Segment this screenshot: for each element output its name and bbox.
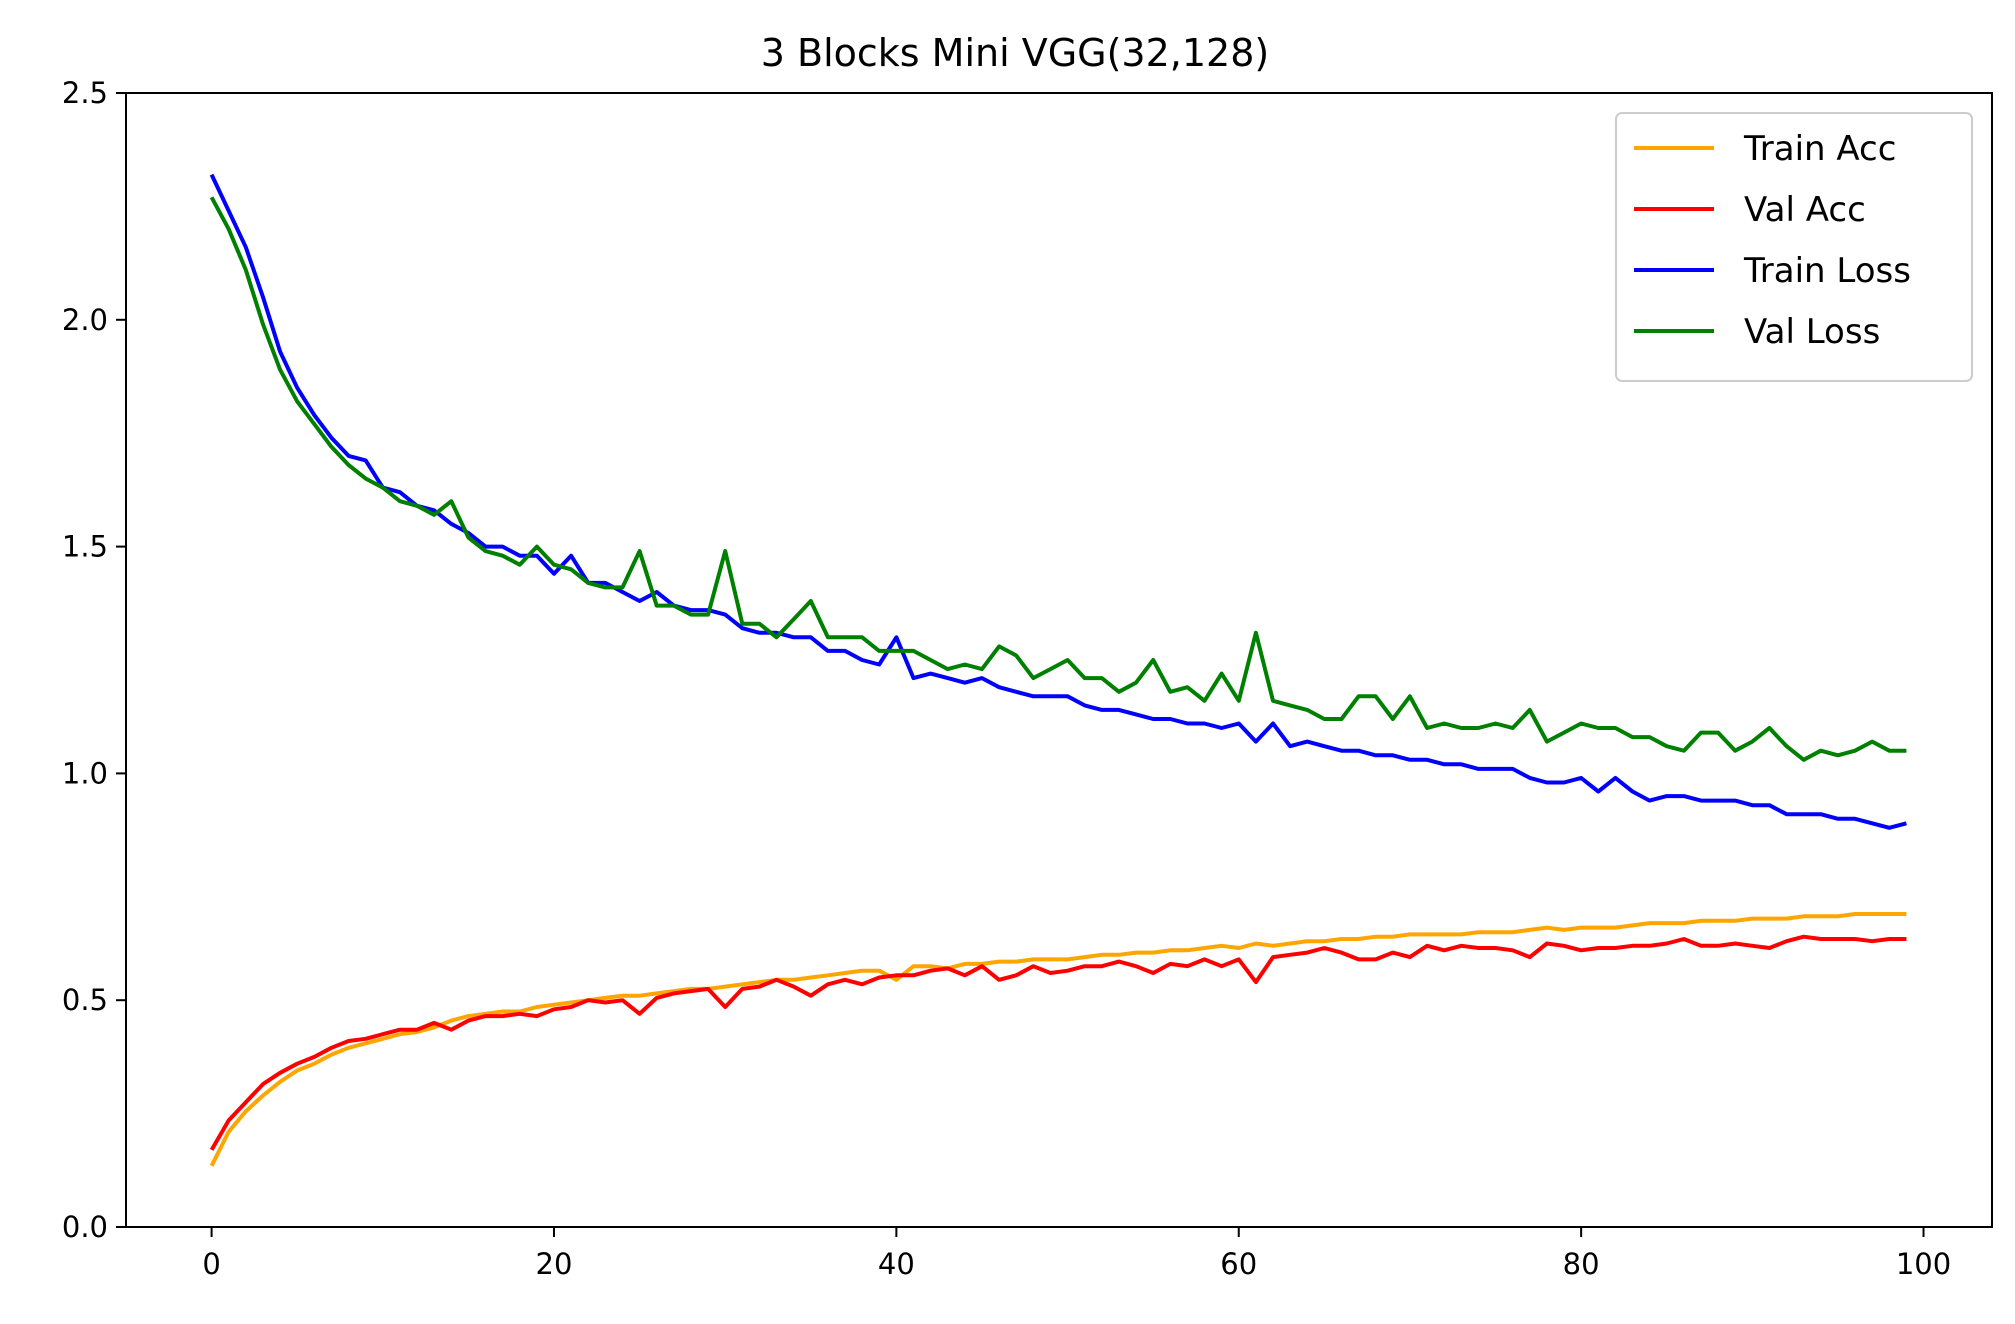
series-layer (209, 173, 1907, 1167)
series-line-val-acc (209, 934, 1907, 1151)
chart-title: 3 Blocks Mini VGG(32,128) (761, 31, 1269, 75)
legend: Train Acc Val Acc Train Loss Val Loss (1615, 112, 1973, 382)
y-tick-label: 1.5 (62, 530, 108, 564)
series-line-val-loss (209, 196, 1907, 762)
series-line-train-acc (209, 912, 1907, 1167)
x-tick-label: 80 (1563, 1247, 1600, 1281)
x-tick-label: 0 (202, 1247, 220, 1281)
y-tick-label: 1.0 (62, 756, 108, 790)
y-tick-label: 2.5 (62, 76, 108, 110)
y-tick-label: 0.0 (62, 1210, 108, 1244)
plot-area-frame (125, 92, 1993, 1228)
y-tick-label: 2.0 (62, 303, 108, 337)
series-line-train-loss (209, 173, 1907, 830)
legend-box (1615, 112, 1973, 382)
legend-label: Val Loss (1744, 312, 1880, 352)
legend-label: Val Acc (1744, 190, 1866, 230)
legend-label: Train Loss (1743, 251, 1911, 291)
y-tick-label: 0.5 (62, 983, 108, 1017)
x-tick-label: 60 (1220, 1247, 1257, 1281)
x-tick-label: 40 (878, 1247, 915, 1281)
x-axis: 0 20 40 60 80 100 (202, 1227, 1951, 1281)
x-tick-label: 20 (536, 1247, 573, 1281)
x-tick-label: 100 (1896, 1247, 1951, 1281)
y-axis: 0.0 0.5 1.0 1.5 2.0 2.5 (62, 76, 126, 1244)
legend-label: Train Acc (1743, 129, 1896, 169)
